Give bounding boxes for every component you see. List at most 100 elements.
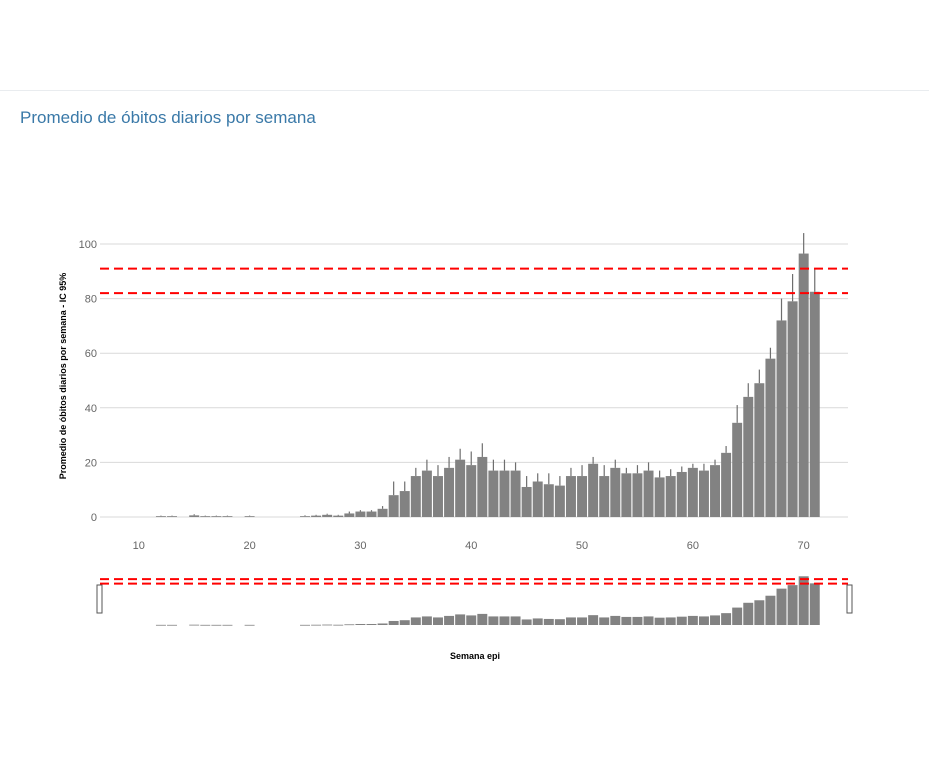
navigator-bar xyxy=(222,624,233,626)
x-tick-label: 30 xyxy=(354,540,366,552)
bar xyxy=(610,467,621,517)
navigator-bar xyxy=(610,615,621,625)
navigator-bar xyxy=(155,624,166,626)
navigator-bar xyxy=(532,618,543,625)
bar xyxy=(155,516,166,517)
navigator-bar xyxy=(311,624,322,626)
x-tick-label: 70 xyxy=(798,540,810,552)
bar xyxy=(654,477,665,517)
bar xyxy=(743,396,754,517)
bar xyxy=(377,508,388,517)
bar xyxy=(565,476,576,517)
bar xyxy=(809,291,820,517)
navigator-bar xyxy=(632,616,643,625)
navigator-bar xyxy=(698,616,709,625)
bar xyxy=(355,511,366,517)
navigator-bar xyxy=(510,616,521,625)
navigator-bar xyxy=(599,617,610,625)
bar xyxy=(776,320,787,517)
bar xyxy=(421,470,432,517)
navigator-bar xyxy=(322,624,333,626)
panel-title: Promedio de óbitos diarios por semana xyxy=(20,108,316,127)
bar xyxy=(222,516,233,517)
navigator-bar xyxy=(588,615,599,625)
error-bars xyxy=(160,233,816,517)
navigator-bar xyxy=(499,616,510,625)
navigator-bar xyxy=(798,576,809,625)
range-handle-left[interactable] xyxy=(96,584,103,614)
bar xyxy=(488,470,499,517)
navigator-bar xyxy=(477,613,488,625)
bar xyxy=(455,459,466,517)
bar xyxy=(643,470,654,517)
bar xyxy=(554,485,565,517)
threshold-lines xyxy=(100,267,848,295)
navigator-bar xyxy=(355,623,366,625)
y-tick-labels: 0 20 40 60 80 100 xyxy=(79,239,97,524)
bar xyxy=(477,456,488,517)
y-tick-label: 60 xyxy=(85,348,97,360)
range-handle-right[interactable] xyxy=(846,584,853,614)
navigator-bar xyxy=(200,624,211,626)
x-axis-label: Semana epi xyxy=(450,651,500,661)
navigator-bar xyxy=(577,617,588,625)
bar xyxy=(588,463,599,517)
bar xyxy=(787,301,798,517)
bar xyxy=(466,465,477,517)
navigator-bar xyxy=(743,602,754,625)
navigator-bar xyxy=(399,620,410,625)
x-tick-label: 10 xyxy=(133,540,145,552)
bar xyxy=(167,516,178,517)
bar xyxy=(687,467,698,517)
bar xyxy=(366,511,377,517)
x-tick-label: 40 xyxy=(465,540,477,552)
navigator-bar xyxy=(654,617,665,625)
bar xyxy=(676,471,687,517)
bar xyxy=(510,470,521,517)
navigator-bar xyxy=(432,617,443,625)
navigator-bar xyxy=(643,616,654,625)
bar xyxy=(521,486,532,517)
navigator-bar xyxy=(488,616,499,625)
navigator-bar xyxy=(710,615,721,625)
bar xyxy=(710,465,721,517)
bars xyxy=(155,253,820,517)
bar xyxy=(754,383,765,517)
bar xyxy=(399,491,410,517)
bar xyxy=(721,452,732,517)
bar xyxy=(333,515,344,517)
x-tick-label: 20 xyxy=(243,540,255,552)
navigator-bar xyxy=(421,616,432,625)
navigator-bar xyxy=(300,624,310,626)
bar xyxy=(577,476,588,517)
navigator-bar xyxy=(167,624,178,626)
navigator-bar xyxy=(366,623,377,625)
navigator-bar xyxy=(333,624,344,626)
bar xyxy=(732,422,743,517)
navigator-bar xyxy=(444,615,455,625)
bar xyxy=(499,470,510,517)
top-divider xyxy=(0,90,929,91)
navigator-bar xyxy=(621,616,632,625)
navigator-bar xyxy=(787,585,798,625)
bar xyxy=(798,253,809,517)
bar xyxy=(211,516,222,517)
y-tick-label: 0 xyxy=(91,512,97,524)
bar xyxy=(200,516,211,517)
navigator-bar xyxy=(754,600,765,625)
bar xyxy=(244,516,255,517)
bar xyxy=(599,476,610,517)
navigator-bar xyxy=(466,615,477,625)
navigator-bar xyxy=(377,623,388,625)
navigator-bar xyxy=(244,624,255,626)
range-selector[interactable] xyxy=(96,576,853,626)
navigator-bar xyxy=(565,617,576,625)
navigator-bar xyxy=(665,617,676,625)
x-tick-labels: 10 20 30 40 50 60 70 xyxy=(133,540,810,552)
navigator-bar xyxy=(189,624,200,626)
bar xyxy=(410,476,421,517)
navigator-bar xyxy=(455,614,466,625)
navigator-bar xyxy=(211,624,222,626)
navigator-bar xyxy=(765,595,776,625)
